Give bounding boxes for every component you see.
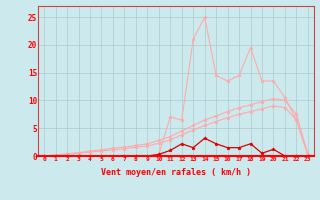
X-axis label: Vent moyen/en rafales ( km/h ): Vent moyen/en rafales ( km/h ) xyxy=(101,168,251,177)
